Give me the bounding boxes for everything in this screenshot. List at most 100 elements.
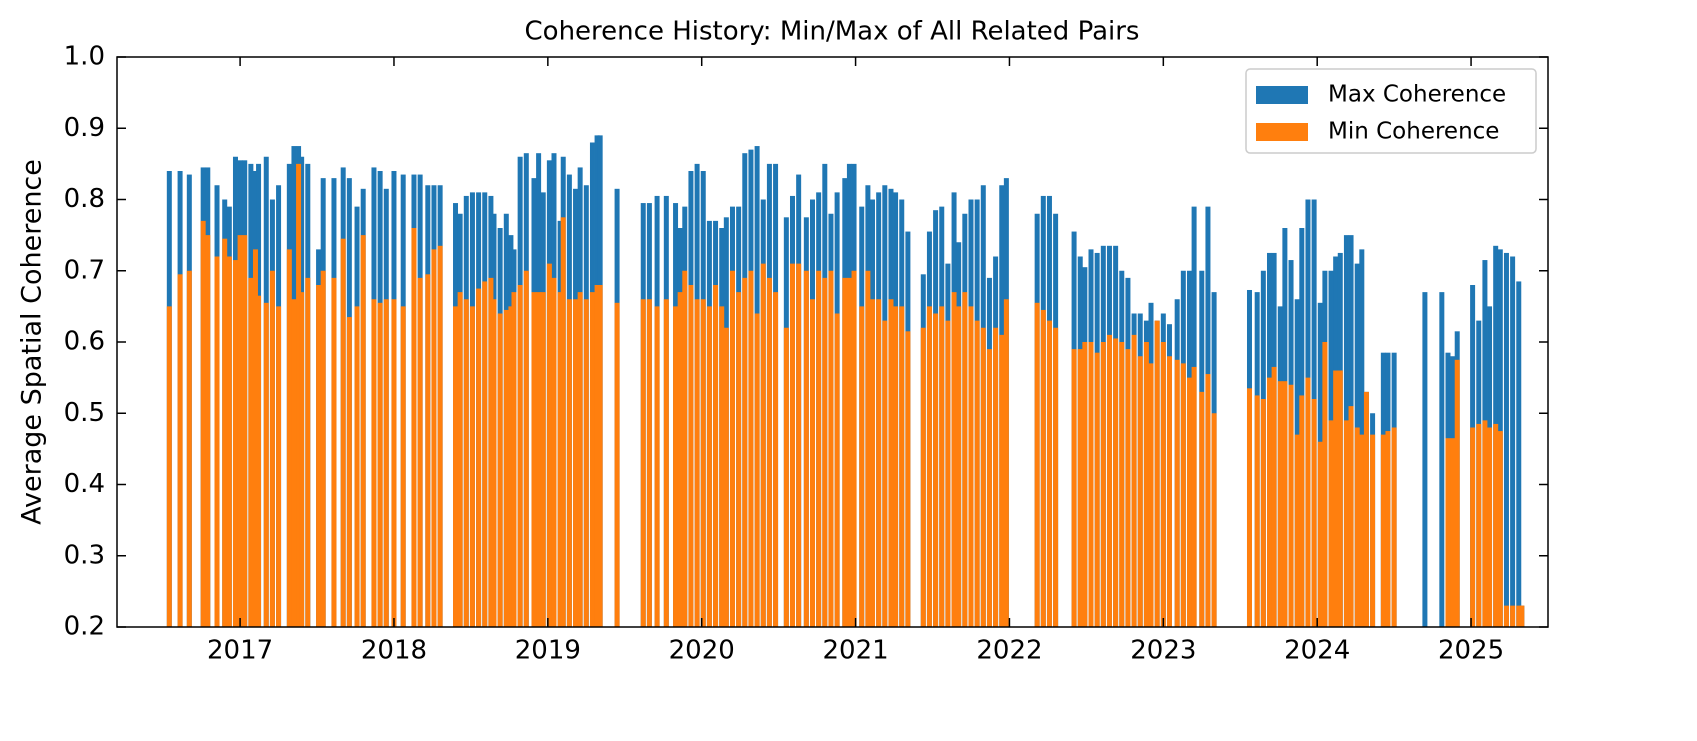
bar <box>842 277 848 627</box>
bar <box>463 299 469 627</box>
bar <box>1299 395 1305 627</box>
bar <box>222 238 228 627</box>
bar <box>1311 399 1317 627</box>
x-tick-label: 2021 <box>822 636 888 666</box>
bar <box>1174 359 1180 627</box>
bar <box>706 306 712 627</box>
bar <box>968 306 974 627</box>
bar <box>729 270 735 627</box>
y-tick-label: 1.0 <box>64 42 105 72</box>
bar <box>951 292 957 627</box>
bar <box>1180 363 1186 627</box>
bar <box>1205 374 1211 627</box>
bar <box>1370 434 1376 627</box>
bar <box>1046 320 1052 627</box>
plot-area <box>166 135 1525 627</box>
bar <box>1439 292 1445 627</box>
bar <box>269 270 275 627</box>
bar <box>331 277 337 627</box>
x-tick-label: 2018 <box>361 636 427 666</box>
bar <box>523 270 529 627</box>
bar <box>663 299 669 627</box>
x-tick-label: 2022 <box>976 636 1042 666</box>
bar <box>503 309 509 627</box>
bar <box>962 292 968 627</box>
y-tick-label: 0.2 <box>64 612 105 642</box>
bar <box>834 313 840 627</box>
bar <box>1503 252 1509 627</box>
bar <box>1288 384 1294 627</box>
bar <box>1143 342 1149 627</box>
bar <box>377 302 383 627</box>
bar <box>296 163 302 627</box>
bar <box>589 292 595 627</box>
bar <box>1348 406 1354 627</box>
bar <box>870 299 876 627</box>
bar <box>1322 342 1328 627</box>
legend-label: Min Coherence <box>1328 119 1499 145</box>
bar <box>1503 605 1509 627</box>
bar <box>305 277 311 627</box>
bar <box>299 292 305 627</box>
legend-box <box>1245 68 1537 154</box>
bar <box>546 263 552 627</box>
chart-title: Coherence History: Min/Max of All Relate… <box>525 17 1140 47</box>
bar <box>1317 441 1323 627</box>
bar <box>1003 299 1009 627</box>
bar <box>1211 413 1217 627</box>
bar <box>1422 292 1428 627</box>
bar <box>205 235 211 627</box>
bar <box>1282 381 1288 627</box>
bar <box>1487 427 1493 627</box>
bar <box>748 270 754 627</box>
bar <box>945 320 951 627</box>
bar <box>899 306 905 627</box>
bar <box>400 306 406 627</box>
bar <box>1271 366 1277 627</box>
bar <box>286 249 292 627</box>
bar <box>1053 327 1059 627</box>
bar <box>597 285 603 627</box>
bar <box>766 277 772 627</box>
bar <box>177 274 183 627</box>
bar <box>993 327 999 627</box>
bar <box>700 299 706 627</box>
bar <box>809 299 815 627</box>
bar <box>980 327 986 627</box>
bar <box>431 249 437 627</box>
bar <box>694 299 700 627</box>
bar <box>551 277 557 627</box>
bar <box>956 306 962 627</box>
bar <box>417 277 423 627</box>
bar <box>320 270 326 627</box>
bar <box>491 299 497 627</box>
bar <box>531 292 537 627</box>
x-tick-label: 2024 <box>1284 636 1350 666</box>
bar <box>796 263 802 627</box>
bar <box>640 299 646 627</box>
bar <box>688 285 694 627</box>
bar <box>469 306 475 627</box>
bar <box>713 285 719 627</box>
bar <box>560 217 566 627</box>
bar <box>1497 431 1503 627</box>
bar <box>1160 342 1166 627</box>
bar <box>1260 399 1266 627</box>
bar <box>1516 281 1522 627</box>
bar <box>200 220 206 627</box>
bar <box>557 292 563 627</box>
bar <box>226 256 232 627</box>
bar <box>905 331 911 627</box>
bar <box>822 277 828 627</box>
bar <box>248 277 254 627</box>
bar <box>1166 356 1172 627</box>
bar <box>453 306 459 627</box>
bar <box>888 299 894 627</box>
bar <box>411 228 417 627</box>
bar <box>1113 338 1119 627</box>
bar <box>939 306 945 627</box>
bar <box>723 327 729 627</box>
bar <box>232 260 238 627</box>
bar <box>536 292 542 627</box>
legend-swatch <box>1256 86 1308 104</box>
